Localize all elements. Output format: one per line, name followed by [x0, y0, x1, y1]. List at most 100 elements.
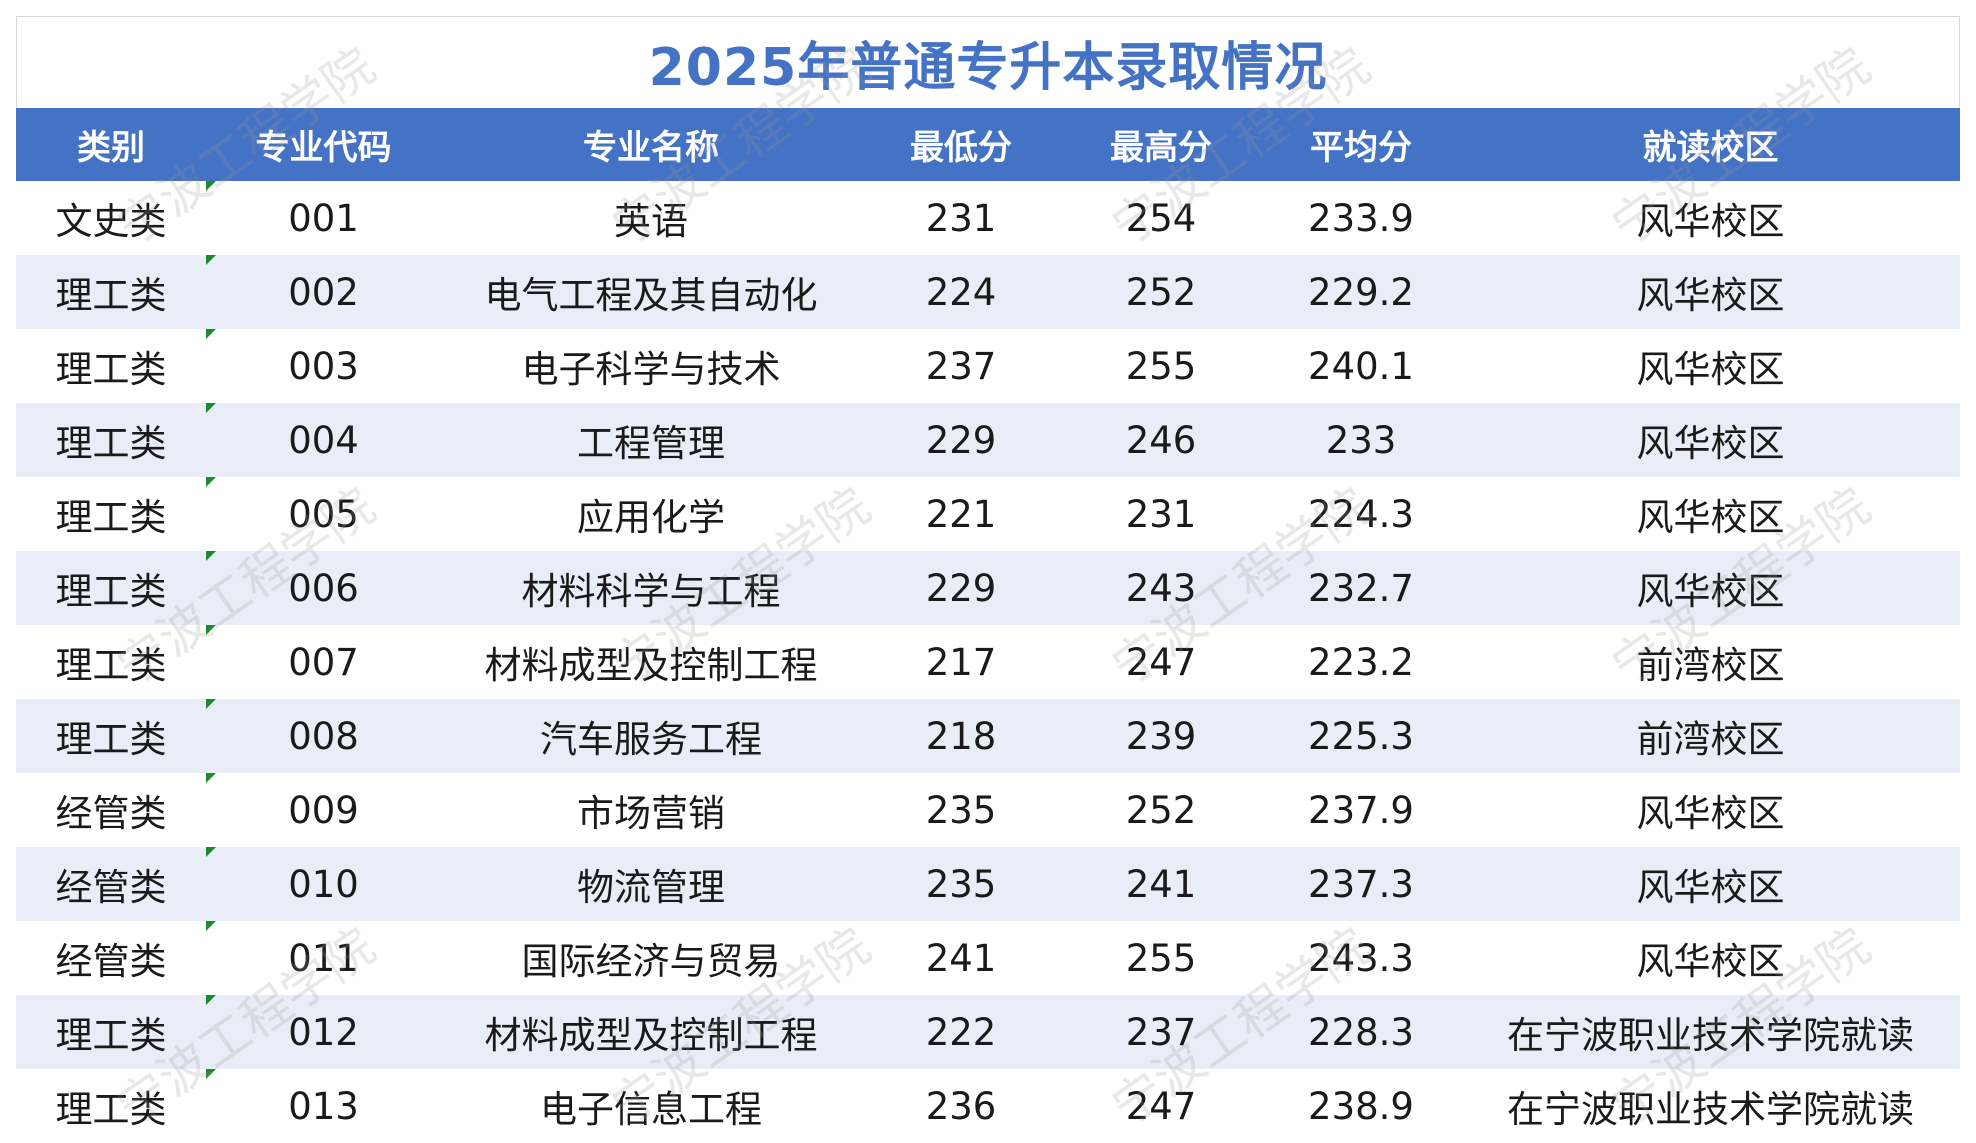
- cell-major-name[interactable]: 电子科学与技术: [441, 329, 861, 403]
- cell-max-score[interactable]: 247: [1061, 625, 1261, 699]
- cell-min-score-text: 221: [925, 492, 997, 536]
- cell-category[interactable]: 经管类: [16, 773, 206, 847]
- cell-max-score[interactable]: 246: [1061, 403, 1261, 477]
- cell-major-code[interactable]: 011: [206, 921, 441, 995]
- cell-major-code[interactable]: 001: [206, 181, 441, 255]
- cell-max-score[interactable]: 247: [1061, 1069, 1261, 1143]
- cell-major-name[interactable]: 国际经济与贸易: [441, 921, 861, 995]
- cell-campus[interactable]: 风华校区: [1461, 847, 1960, 921]
- cell-min-score[interactable]: 229: [861, 403, 1061, 477]
- cell-min-score[interactable]: 224: [861, 255, 1061, 329]
- cell-campus[interactable]: 风华校区: [1461, 255, 1960, 329]
- cell-min-score[interactable]: 241: [861, 921, 1061, 995]
- cell-avg-score[interactable]: 225.3: [1261, 699, 1461, 773]
- cell-campus[interactable]: 风华校区: [1461, 773, 1960, 847]
- cell-avg-score[interactable]: 238.9: [1261, 1069, 1461, 1143]
- cell-avg-score[interactable]: 223.2: [1261, 625, 1461, 699]
- cell-min-score[interactable]: 237: [861, 329, 1061, 403]
- cell-major-name[interactable]: 材料成型及控制工程: [441, 995, 861, 1069]
- cell-max-score[interactable]: 241: [1061, 847, 1261, 921]
- cell-major-code[interactable]: 013: [206, 1069, 441, 1143]
- cell-major-name[interactable]: 物流管理: [441, 847, 861, 921]
- cell-category[interactable]: 理工类: [16, 625, 206, 699]
- cell-major-code[interactable]: 008: [206, 699, 441, 773]
- cell-avg-score[interactable]: 243.3: [1261, 921, 1461, 995]
- cell-min-score[interactable]: 229: [861, 551, 1061, 625]
- cell-max-score[interactable]: 254: [1061, 181, 1261, 255]
- cell-max-score[interactable]: 237: [1061, 995, 1261, 1069]
- cell-campus[interactable]: 风华校区: [1461, 921, 1960, 995]
- cell-max-score[interactable]: 231: [1061, 477, 1261, 551]
- cell-campus[interactable]: 前湾校区: [1461, 625, 1960, 699]
- cell-avg-score[interactable]: 237.3: [1261, 847, 1461, 921]
- cell-category[interactable]: 理工类: [16, 329, 206, 403]
- cell-min-score[interactable]: 231: [861, 181, 1061, 255]
- cell-major-code[interactable]: 002: [206, 255, 441, 329]
- cell-major-name[interactable]: 电子信息工程: [441, 1069, 861, 1143]
- cell-avg-score[interactable]: 240.1: [1261, 329, 1461, 403]
- cell-major-name[interactable]: 市场营销: [441, 773, 861, 847]
- cell-major-code[interactable]: 012: [206, 995, 441, 1069]
- cell-category[interactable]: 理工类: [16, 477, 206, 551]
- cell-major-name[interactable]: 电气工程及其自动化: [441, 255, 861, 329]
- cell-major-code[interactable]: 007: [206, 625, 441, 699]
- cell-avg-score[interactable]: 233.9: [1261, 181, 1461, 255]
- cell-max-score[interactable]: 255: [1061, 921, 1261, 995]
- cell-major-code[interactable]: 003: [206, 329, 441, 403]
- cell-major-code[interactable]: 009: [206, 773, 441, 847]
- cell-avg-score[interactable]: 232.7: [1261, 551, 1461, 625]
- cell-avg-score[interactable]: 229.2: [1261, 255, 1461, 329]
- cell-avg-score[interactable]: 224.3: [1261, 477, 1461, 551]
- cell-avg-score[interactable]: 233: [1261, 403, 1461, 477]
- cell-campus[interactable]: 在宁波职业技术学院就读: [1461, 995, 1960, 1069]
- header-category: 类别: [16, 108, 206, 181]
- cell-max-score[interactable]: 243: [1061, 551, 1261, 625]
- cell-category[interactable]: 经管类: [16, 921, 206, 995]
- cell-min-score[interactable]: 217: [861, 625, 1061, 699]
- cell-major-code[interactable]: 010: [206, 847, 441, 921]
- cell-major-code[interactable]: 004: [206, 403, 441, 477]
- cell-min-score[interactable]: 221: [861, 477, 1061, 551]
- cell-major-name[interactable]: 应用化学: [441, 477, 861, 551]
- cell-category[interactable]: 理工类: [16, 699, 206, 773]
- header-row: 类别 专业代码 专业名称 最低分 最高分 平均分 就读校区: [16, 108, 1960, 181]
- cell-avg-score[interactable]: 237.9: [1261, 773, 1461, 847]
- cell-major-code[interactable]: 005: [206, 477, 441, 551]
- cell-category-text: 文史类: [55, 200, 167, 243]
- cell-category[interactable]: 理工类: [16, 403, 206, 477]
- cell-avg-score-text: 243.3: [1308, 936, 1414, 980]
- cell-campus[interactable]: 风华校区: [1461, 477, 1960, 551]
- cell-min-score[interactable]: 218: [861, 699, 1061, 773]
- cell-max-score[interactable]: 255: [1061, 329, 1261, 403]
- cell-max-score[interactable]: 252: [1061, 773, 1261, 847]
- cell-category[interactable]: 文史类: [16, 181, 206, 255]
- cell-major-name[interactable]: 汽车服务工程: [441, 699, 861, 773]
- cell-category[interactable]: 理工类: [16, 255, 206, 329]
- cell-campus[interactable]: 前湾校区: [1461, 699, 1960, 773]
- cell-min-score-text: 218: [925, 714, 997, 758]
- cell-category[interactable]: 经管类: [16, 847, 206, 921]
- cell-campus[interactable]: 风华校区: [1461, 551, 1960, 625]
- cell-category[interactable]: 理工类: [16, 995, 206, 1069]
- cell-category[interactable]: 理工类: [16, 551, 206, 625]
- cell-major-name[interactable]: 材料成型及控制工程: [441, 625, 861, 699]
- cell-major-name[interactable]: 工程管理: [441, 403, 861, 477]
- cell-category[interactable]: 理工类: [16, 1069, 206, 1143]
- cell-major-code-text: 010: [288, 862, 359, 906]
- cell-avg-score[interactable]: 228.3: [1261, 995, 1461, 1069]
- cell-major-name[interactable]: 材料科学与工程: [441, 551, 861, 625]
- cell-campus[interactable]: 风华校区: [1461, 403, 1960, 477]
- cell-min-score[interactable]: 235: [861, 773, 1061, 847]
- cell-max-score[interactable]: 252: [1061, 255, 1261, 329]
- cell-campus[interactable]: 风华校区: [1461, 181, 1960, 255]
- cell-min-score[interactable]: 235: [861, 847, 1061, 921]
- cell-major-name[interactable]: 英语: [441, 181, 861, 255]
- cell-major-name-text: 电子科学与技术: [521, 348, 781, 391]
- cell-campus[interactable]: 在宁波职业技术学院就读: [1461, 1069, 1960, 1143]
- cell-major-code[interactable]: 006: [206, 551, 441, 625]
- cell-major-code-text: 009: [288, 788, 359, 832]
- cell-min-score[interactable]: 222: [861, 995, 1061, 1069]
- cell-campus[interactable]: 风华校区: [1461, 329, 1960, 403]
- cell-min-score[interactable]: 236: [861, 1069, 1061, 1143]
- cell-max-score[interactable]: 239: [1061, 699, 1261, 773]
